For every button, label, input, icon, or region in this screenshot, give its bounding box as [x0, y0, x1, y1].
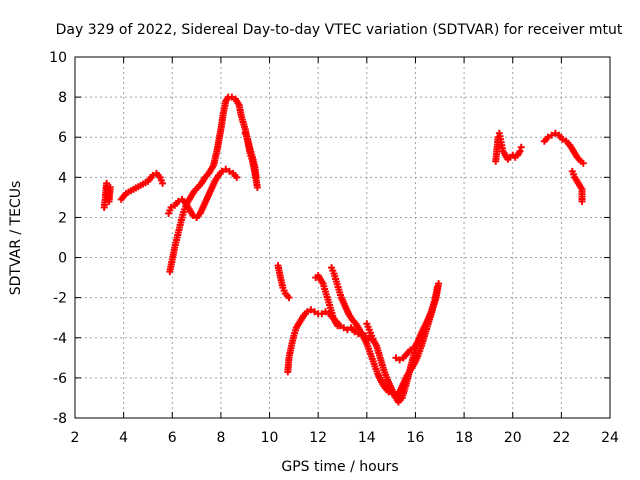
data-point	[517, 143, 525, 151]
chart-title: Day 329 of 2022, Sidereal Day-to-day VTE…	[56, 22, 623, 38]
data-point	[334, 322, 342, 330]
data-point	[396, 356, 404, 364]
data-point	[385, 388, 393, 396]
data-point	[321, 308, 329, 316]
data-point	[516, 147, 524, 155]
grid	[75, 57, 610, 418]
series-s8	[312, 272, 342, 330]
data-point	[351, 328, 359, 336]
data-point	[548, 131, 556, 139]
data-point	[285, 294, 293, 302]
series-s4	[165, 165, 241, 221]
series-s6	[274, 262, 293, 302]
y-tick-label: 8	[58, 90, 67, 106]
data-point	[307, 306, 315, 314]
series-s5	[241, 129, 260, 181]
x-tick-label: 12	[309, 430, 327, 446]
series-s12	[492, 129, 525, 165]
y-tick-label: 10	[49, 50, 67, 66]
series-s1	[100, 179, 114, 211]
data-point	[159, 179, 167, 187]
data-point	[392, 354, 400, 362]
data-point	[428, 306, 436, 314]
x-tick-label: 14	[358, 430, 376, 446]
series-s14	[568, 167, 586, 205]
x-axis-label: GPS time / hours	[281, 459, 398, 475]
x-tick-label: 2	[71, 430, 80, 446]
x-tick-label: 6	[168, 430, 177, 446]
data-point	[435, 280, 443, 288]
data-point	[407, 346, 415, 354]
data-point	[579, 159, 587, 167]
data-point	[167, 203, 175, 211]
data-point	[252, 173, 260, 181]
data-point	[106, 183, 114, 191]
series-s9	[328, 264, 443, 400]
x-tick-label: 18	[455, 430, 473, 446]
y-tick-label: 4	[58, 170, 67, 186]
data-point	[544, 133, 552, 141]
x-tick-label: 16	[407, 430, 425, 446]
data-point	[233, 173, 241, 181]
data-point	[311, 308, 319, 316]
y-tick-label: -6	[53, 371, 67, 387]
y-tick-label: -4	[53, 331, 67, 347]
series-s13	[540, 129, 587, 167]
x-tick-label: 20	[504, 430, 522, 446]
data-points	[100, 93, 587, 406]
series-s10	[363, 320, 378, 346]
data-point	[222, 165, 230, 173]
y-tick-label: -2	[53, 291, 67, 307]
series-s2	[117, 169, 167, 203]
data-point	[303, 308, 311, 316]
x-tick-label: 22	[552, 430, 570, 446]
x-tick-label: 4	[119, 430, 128, 446]
data-point	[559, 135, 567, 143]
data-point	[218, 167, 226, 175]
series-s11	[392, 306, 436, 364]
y-tick-label: 0	[58, 251, 67, 267]
x-tick-label: 24	[601, 430, 619, 446]
data-point	[225, 167, 233, 175]
x-tick-label: 8	[216, 430, 225, 446]
data-point	[551, 129, 559, 137]
x-tick-label: 10	[261, 430, 279, 446]
data-point	[253, 183, 261, 191]
data-point	[318, 310, 326, 318]
data-point	[370, 338, 378, 346]
y-tick-label: -8	[53, 411, 67, 427]
data-point	[578, 197, 586, 205]
y-tick-label: 6	[58, 130, 67, 146]
plot-frame	[74, 56, 611, 419]
data-point	[228, 93, 236, 101]
y-axis-label: SDTVAR / TECUs	[8, 181, 24, 296]
y-tick-label: 2	[58, 210, 67, 226]
data-point	[340, 324, 348, 332]
